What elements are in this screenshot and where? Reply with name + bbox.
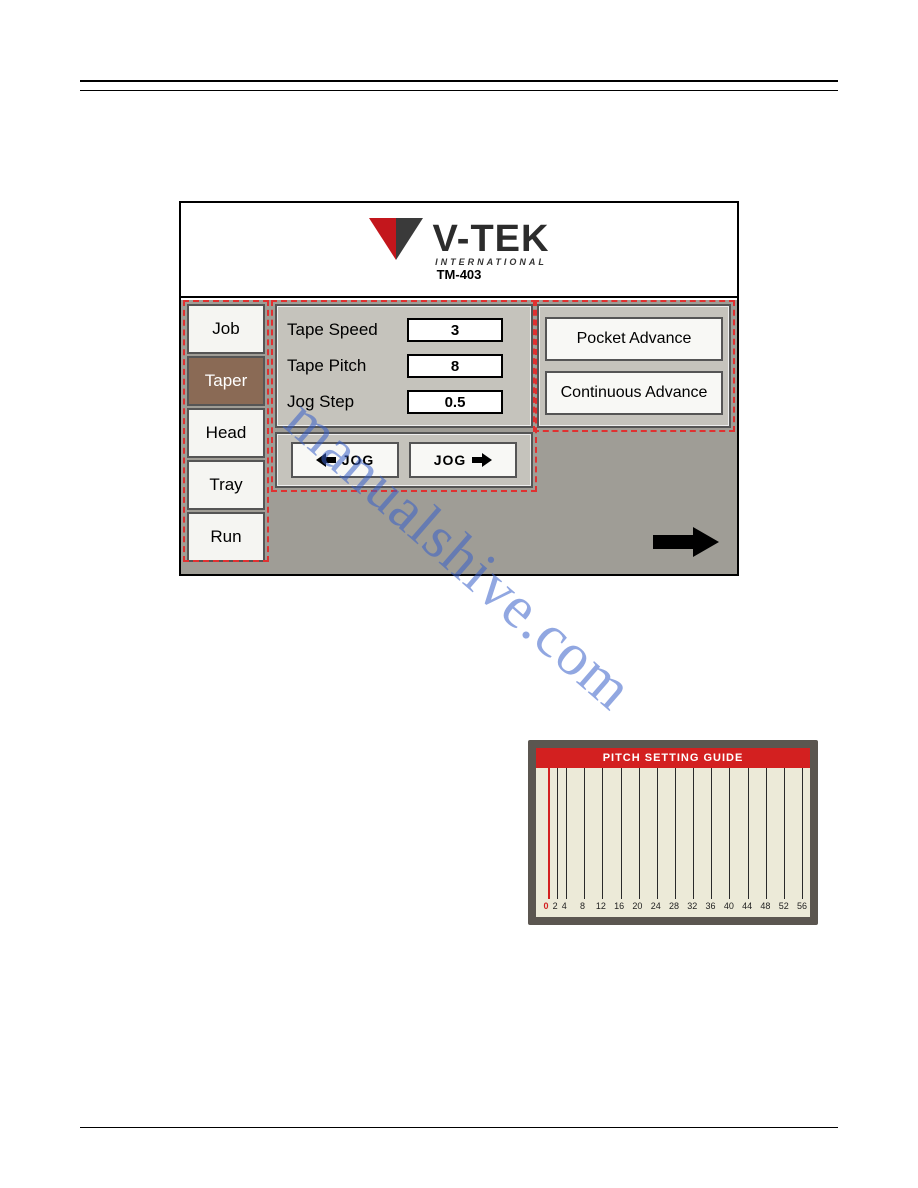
param-row-tape-speed: Tape Speed 3 — [287, 312, 521, 348]
rule-bottom — [80, 1127, 838, 1128]
pitch-tick-line — [748, 768, 749, 899]
pitch-tick-label: 56 — [797, 901, 807, 911]
pitch-guide-title: PITCH SETTING GUIDE — [536, 748, 810, 768]
pitch-tick-line — [584, 768, 585, 899]
param-label: Jog Step — [287, 392, 407, 412]
pitch-tick-label: 32 — [687, 901, 697, 911]
hmi-header: V-TEK INTERNATIONAL TM-403 — [181, 203, 737, 298]
pitch-tick-line — [784, 768, 785, 899]
sidebar-item-label: Job — [212, 319, 239, 339]
sidebar-item-run[interactable]: Run — [187, 512, 265, 562]
params-panel: Tape Speed 3 Tape Pitch 8 Jog Step 0.5 — [275, 304, 533, 428]
pitch-guide-labels: 0248121620242832364044485256 — [546, 901, 802, 915]
pitch-tick-label: 20 — [632, 901, 642, 911]
pitch-tick-line — [675, 768, 676, 899]
tape-pitch-field[interactable]: 8 — [407, 354, 503, 378]
tape-speed-field[interactable]: 3 — [407, 318, 503, 342]
sidebar-item-job[interactable]: Job — [187, 304, 265, 354]
pitch-guide-photo: PITCH SETTING GUIDE 02481216202428323640… — [528, 740, 818, 925]
sidebar-item-label: Tray — [209, 475, 242, 495]
pitch-tick-line — [548, 768, 550, 899]
pitch-tick-label: 52 — [779, 901, 789, 911]
next-page-button[interactable] — [653, 527, 719, 562]
brand-text: V-TEK — [433, 218, 550, 261]
param-value: 8 — [451, 358, 459, 375]
param-label: Tape Speed — [287, 320, 407, 340]
pitch-guide-grid — [548, 768, 802, 899]
sidebar-item-label: Taper — [205, 371, 248, 391]
pitch-tick-label: 40 — [724, 901, 734, 911]
arrow-right-icon — [472, 453, 492, 467]
param-label: Tape Pitch — [287, 356, 407, 376]
continuous-advance-button[interactable]: Continuous Advance — [545, 371, 723, 415]
sidebar-item-label: Head — [206, 423, 247, 443]
pocket-advance-button[interactable]: Pocket Advance — [545, 317, 723, 361]
pitch-tick-line — [693, 768, 694, 899]
pitch-tick-label: 0 — [543, 901, 548, 911]
hmi-screen: V-TEK INTERNATIONAL TM-403 Job Taper Hea… — [179, 201, 739, 576]
advance-label: Pocket Advance — [577, 330, 692, 348]
rule-secondary — [80, 90, 838, 91]
pitch-tick-line — [566, 768, 567, 899]
rule-top — [80, 80, 838, 82]
pitch-tick-label: 2 — [553, 901, 558, 911]
pitch-tick-label: 8 — [580, 901, 585, 911]
pitch-tick-label: 24 — [651, 901, 661, 911]
arrow-right-large-icon — [653, 527, 719, 557]
advance-panel: Pocket Advance Continuous Advance — [537, 304, 731, 428]
advance-label: Continuous Advance — [561, 384, 708, 402]
brand-intl: INTERNATIONAL — [435, 257, 547, 267]
pitch-tick-label: 4 — [562, 901, 567, 911]
sidebar-item-taper[interactable]: Taper — [187, 356, 265, 406]
pitch-tick-label: 12 — [596, 901, 606, 911]
sidebar-item-tray[interactable]: Tray — [187, 460, 265, 510]
pitch-tick-line — [729, 768, 730, 899]
pitch-tick-line — [802, 768, 803, 899]
jog-step-field[interactable]: 0.5 — [407, 390, 503, 414]
sidebar: Job Taper Head Tray Run — [187, 304, 267, 564]
jog-left-button[interactable]: JOG — [291, 442, 399, 478]
pitch-tick-line — [711, 768, 712, 899]
pitch-tick-label: 48 — [760, 901, 770, 911]
pitch-tick-line — [766, 768, 767, 899]
pitch-guide-card: PITCH SETTING GUIDE 02481216202428323640… — [536, 748, 810, 917]
pitch-tick-line — [602, 768, 603, 899]
pitch-tick-line — [557, 768, 558, 899]
vtek-logo-icon — [369, 218, 423, 260]
pitch-tick-label: 28 — [669, 901, 679, 911]
arrow-left-icon — [316, 453, 336, 467]
pitch-tick-label: 44 — [742, 901, 752, 911]
pitch-tick-label: 36 — [706, 901, 716, 911]
pitch-tick-line — [621, 768, 622, 899]
jog-right-button[interactable]: JOG — [409, 442, 517, 478]
sidebar-item-label: Run — [210, 527, 241, 547]
param-value: 3 — [451, 322, 459, 339]
param-value: 0.5 — [445, 394, 466, 411]
pitch-tick-label: 16 — [614, 901, 624, 911]
hmi-body: Job Taper Head Tray Run Tape Speed 3 Tap… — [181, 300, 737, 574]
jog-left-label: JOG — [342, 452, 375, 468]
jog-right-label: JOG — [434, 452, 467, 468]
model-text: TM-403 — [437, 267, 482, 282]
logo-row: V-TEK — [369, 218, 550, 261]
jog-panel: JOG JOG — [275, 432, 533, 488]
param-row-jog-step: Jog Step 0.5 — [287, 384, 521, 420]
sidebar-item-head[interactable]: Head — [187, 408, 265, 458]
param-row-tape-pitch: Tape Pitch 8 — [287, 348, 521, 384]
pitch-tick-line — [639, 768, 640, 899]
pitch-tick-line — [657, 768, 658, 899]
